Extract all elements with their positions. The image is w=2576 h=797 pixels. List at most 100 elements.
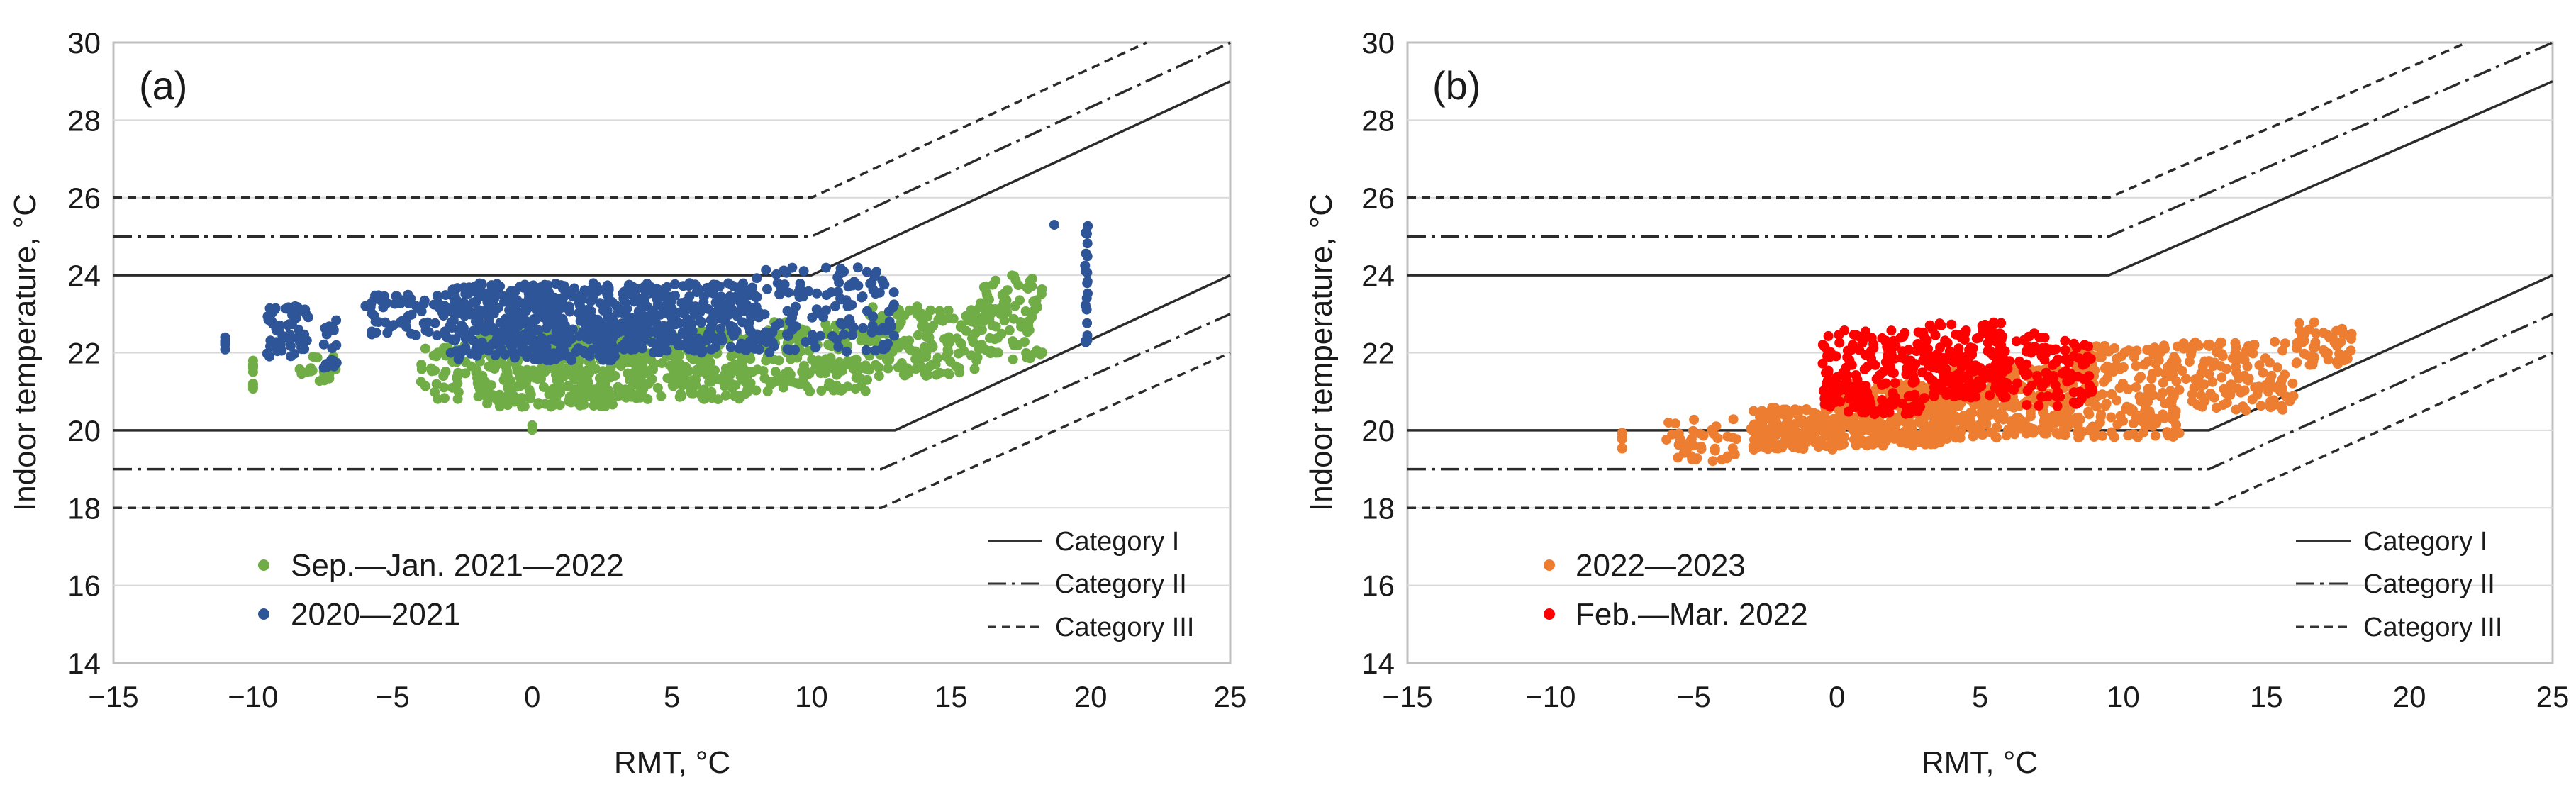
point-series-2 xyxy=(545,355,555,365)
point-series-2 xyxy=(849,277,859,287)
point-series-1 xyxy=(1678,447,1689,458)
point-series-1 xyxy=(727,379,737,389)
point-series-2 xyxy=(274,325,284,336)
point-series-2 xyxy=(329,358,340,369)
point-series-2 xyxy=(510,352,520,363)
point-series-1 xyxy=(2131,361,2141,371)
y-tick-22: 22 xyxy=(67,337,101,370)
point-series-1 xyxy=(851,372,862,383)
point-series-1 xyxy=(1948,425,1959,436)
point-series-2 xyxy=(687,325,698,336)
point-series-2 xyxy=(2011,336,2022,347)
point-series-2 xyxy=(284,319,294,330)
point-series-2 xyxy=(1948,389,1958,399)
point-series-2 xyxy=(747,282,758,293)
point-series-1 xyxy=(945,356,956,367)
point-series-2 xyxy=(272,346,283,357)
point-series-1 xyxy=(533,374,543,384)
point-series-2 xyxy=(490,350,501,360)
point-series-1 xyxy=(2090,399,2100,410)
point-series-2 xyxy=(1953,343,1964,354)
point-series-2 xyxy=(503,325,514,336)
point-series-1 xyxy=(913,330,923,340)
point-series-2 xyxy=(420,325,431,335)
point-series-1 xyxy=(2334,348,2345,359)
point-series-2 xyxy=(1978,328,1988,338)
point-series-2 xyxy=(1996,369,2007,380)
point-series-1 xyxy=(862,374,872,385)
point-series-1 xyxy=(2196,390,2207,401)
legend-marker-red xyxy=(1544,608,1555,620)
point-series-1 xyxy=(1783,411,1794,422)
point-series-1 xyxy=(494,389,505,400)
point-series-1 xyxy=(2134,391,2145,402)
point-series-2 xyxy=(1082,267,1093,278)
legend-label-feb-mar: Feb.—Mar. 2022 xyxy=(1576,597,1808,632)
point-series-2 xyxy=(847,330,858,340)
point-series-2 xyxy=(652,299,663,310)
point-series-1 xyxy=(2115,411,2126,421)
point-series-2 xyxy=(1049,220,1059,230)
point-series-1 xyxy=(2309,317,2319,328)
point-series-1 xyxy=(823,340,834,350)
point-series-2 xyxy=(1884,407,1895,418)
point-series-2 xyxy=(1994,362,2005,372)
point-series-2 xyxy=(684,279,693,290)
point-series-2 xyxy=(821,262,831,273)
point-series-2 xyxy=(621,318,632,329)
point-series-2 xyxy=(620,338,630,349)
point-series-2 xyxy=(543,287,554,298)
point-series-2 xyxy=(2071,398,2081,409)
point-series-1 xyxy=(2051,428,2062,438)
point-series-1 xyxy=(2050,418,2061,428)
point-series-1 xyxy=(664,360,675,371)
x-tick-−15: −15 xyxy=(1382,680,1432,713)
x-tick-15: 15 xyxy=(935,680,968,713)
point-series-1 xyxy=(536,363,546,374)
point-series-2 xyxy=(1835,396,1846,407)
point-series-1 xyxy=(581,379,592,389)
point-series-2 xyxy=(1834,338,1845,348)
point-series-2 xyxy=(554,304,564,315)
point-series-2 xyxy=(321,329,332,340)
point-series-1 xyxy=(953,348,964,359)
point-series-2 xyxy=(575,316,586,326)
point-series-1 xyxy=(566,397,576,408)
point-series-1 xyxy=(2342,353,2353,364)
point-series-2 xyxy=(832,272,843,283)
point-series-2 xyxy=(883,338,893,349)
point-series-2 xyxy=(651,338,662,349)
point-series-1 xyxy=(979,283,990,293)
point-series-2 xyxy=(752,273,762,284)
point-series-2 xyxy=(1946,319,1957,330)
point-series-2 xyxy=(833,342,844,352)
x-tick-25: 25 xyxy=(2536,680,2570,713)
point-series-1 xyxy=(1689,414,1700,425)
category-i-upper-line xyxy=(113,80,1231,277)
point-series-2 xyxy=(1868,339,1879,350)
point-series-1 xyxy=(2158,377,2168,388)
point-series-2 xyxy=(550,279,561,289)
point-series-1 xyxy=(864,335,874,346)
x-tick-10: 10 xyxy=(2107,680,2140,713)
point-series-1 xyxy=(981,299,991,309)
point-series-1 xyxy=(848,355,859,366)
point-series-1 xyxy=(874,371,884,381)
point-series-1 xyxy=(974,316,984,326)
point-series-2 xyxy=(747,338,757,349)
point-series-2 xyxy=(2060,345,2070,355)
point-series-1 xyxy=(2241,405,2251,416)
point-series-2 xyxy=(2033,376,2043,386)
point-series-2 xyxy=(637,343,647,354)
point-series-1 xyxy=(2207,377,2218,387)
point-series-1 xyxy=(2307,360,2318,370)
legend-label-2020-2021: 2020—2021 xyxy=(291,597,461,632)
point-series-2 xyxy=(578,327,589,337)
point-series-1 xyxy=(910,364,921,374)
point-series-1 xyxy=(751,385,762,396)
point-series-1 xyxy=(502,400,513,411)
point-series-2 xyxy=(262,311,273,322)
point-series-2 xyxy=(827,331,837,341)
point-series-2 xyxy=(737,294,747,305)
y-tick-20: 20 xyxy=(1361,414,1395,447)
